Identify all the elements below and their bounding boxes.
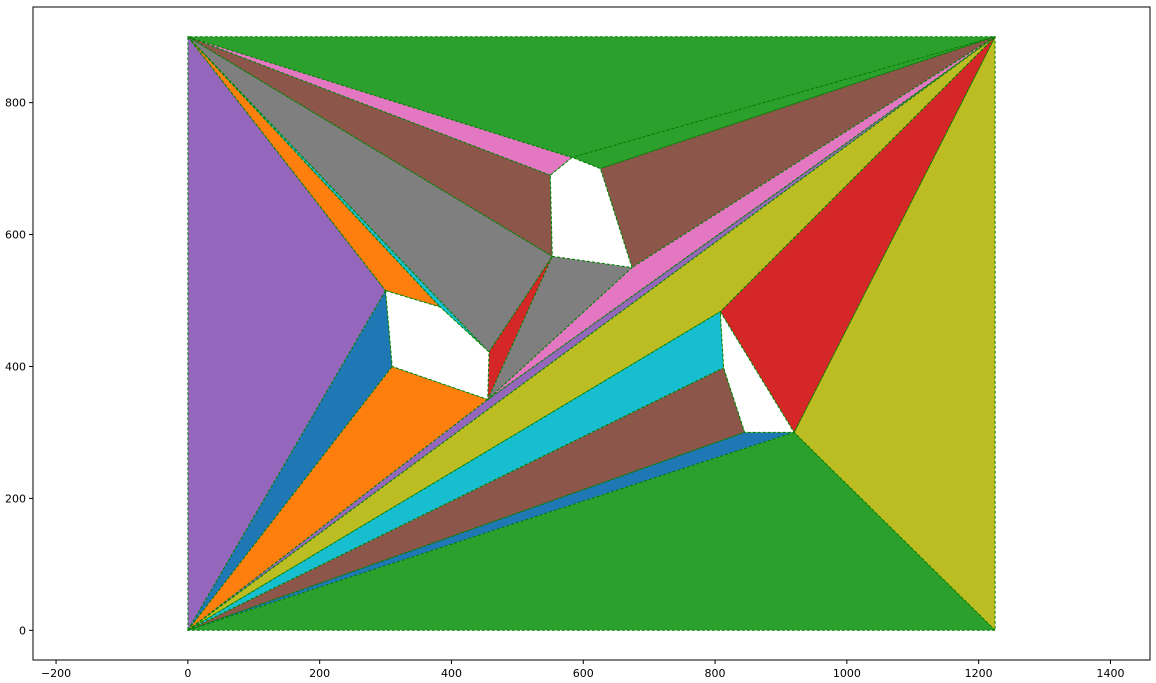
x-tick-label: 400 — [441, 667, 462, 680]
y-tick-label: 0 — [19, 624, 26, 637]
plot-area — [187, 36, 996, 631]
triangle-13 — [187, 36, 553, 353]
hole-1 — [549, 156, 633, 269]
hole-2 — [719, 311, 795, 433]
hole-0 — [385, 289, 490, 401]
x-tick-label: 1000 — [833, 667, 861, 680]
x-tick-label: 800 — [705, 667, 726, 680]
triangle-9 — [793, 36, 996, 631]
y-tick-label: 200 — [5, 492, 26, 505]
axes: −200 0 200 400 600 800 1000 1200 1400 0 200 400 600 8… — [5, 6, 1151, 680]
y-tick-label: 800 — [5, 97, 26, 110]
x-tick-label: 600 — [573, 667, 594, 680]
x-tick-label: 0 — [184, 667, 191, 680]
triangle-2 — [187, 366, 489, 631]
x-tick-label: 1400 — [1096, 667, 1124, 680]
triangle-5 — [187, 311, 725, 631]
y-tick-label: 600 — [5, 229, 26, 242]
y-tick-label: 400 — [5, 360, 26, 373]
x-tick-label: 200 — [309, 667, 330, 680]
triangle-8 — [187, 431, 996, 631]
triangle-12 — [187, 36, 490, 353]
triangle-14 — [187, 36, 553, 257]
axes-frame — [32, 6, 1151, 661]
x-tick-label: 1200 — [965, 667, 993, 680]
x-tick-label: −200 — [41, 667, 71, 680]
